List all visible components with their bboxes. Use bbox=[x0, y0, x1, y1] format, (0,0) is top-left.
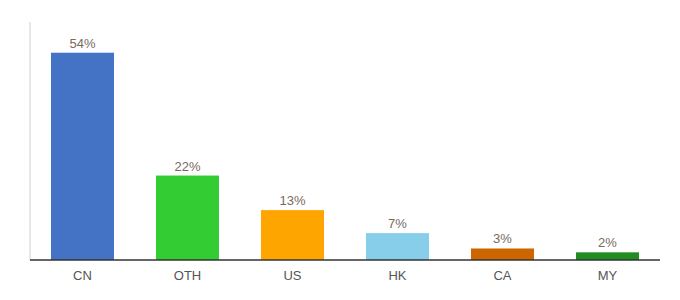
x-tick-label: US bbox=[283, 268, 301, 283]
bar bbox=[576, 252, 639, 260]
bar bbox=[261, 210, 324, 260]
data-label: 54% bbox=[69, 36, 95, 51]
x-tick-labels: CN OTH US HK CA MY bbox=[73, 268, 617, 283]
x-tick-label: CN bbox=[73, 268, 92, 283]
chart-svg: 54% 22% 13% 7% 3% 2% CN OTH US HK CA MY bbox=[0, 0, 680, 300]
bar bbox=[156, 176, 219, 260]
bar bbox=[366, 233, 429, 260]
bar bbox=[51, 53, 114, 260]
bars bbox=[51, 53, 639, 260]
data-label: 22% bbox=[174, 159, 200, 174]
x-tick-label: HK bbox=[388, 268, 406, 283]
data-labels: 54% 22% 13% 7% 3% 2% bbox=[69, 36, 617, 251]
data-label: 3% bbox=[493, 231, 512, 246]
x-axis-line bbox=[30, 259, 660, 261]
x-tick-label: MY bbox=[598, 268, 618, 283]
data-label: 13% bbox=[279, 193, 305, 208]
chart-container: 54% 22% 13% 7% 3% 2% CN OTH US HK CA MY bbox=[0, 0, 680, 300]
bar bbox=[471, 248, 534, 260]
data-label: 7% bbox=[388, 216, 407, 231]
x-tick-label: OTH bbox=[174, 268, 201, 283]
page: {"chart_data": {"type": "bar", "categori… bbox=[0, 0, 680, 300]
y-axis-line bbox=[30, 22, 31, 260]
data-label: 2% bbox=[598, 235, 617, 250]
x-tick-label: CA bbox=[493, 268, 511, 283]
